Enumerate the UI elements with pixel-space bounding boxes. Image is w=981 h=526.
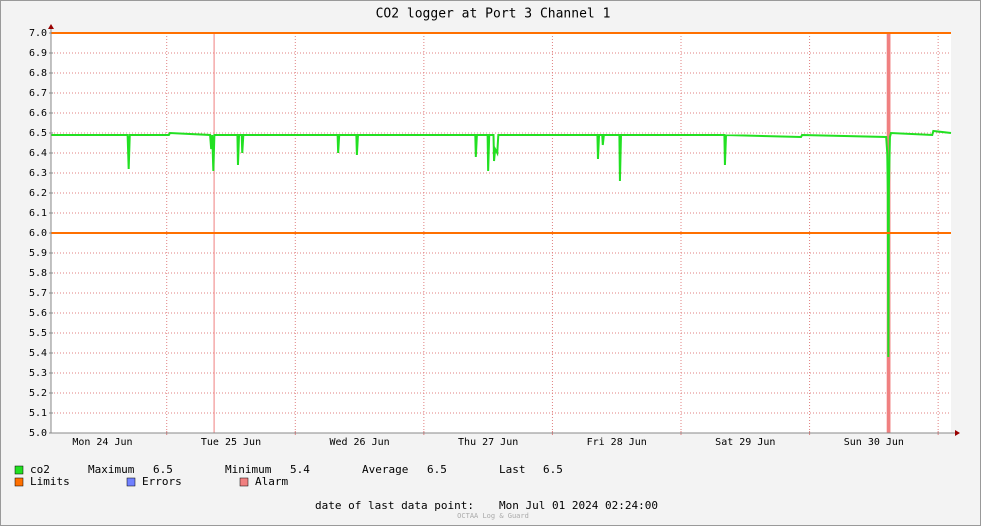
y-tick-label: 6.3 (29, 168, 47, 179)
legend-stat-value: 6.5 (427, 463, 447, 476)
x-axis-arrow (955, 430, 960, 436)
x-tick-label: Wed 26 Jun (329, 437, 389, 448)
y-tick-label: 6.6 (29, 108, 47, 119)
y-tick-label: 5.8 (29, 268, 47, 279)
x-tick-label: Tue 25 Jun (201, 437, 261, 448)
legend-swatch (14, 465, 24, 475)
y-tick-label: 5.9 (29, 248, 47, 259)
x-tick-label: Sun 30 Jun (844, 437, 904, 448)
y-tick-label: 5.4 (29, 348, 47, 359)
legend-stat-label: Minimum (225, 463, 272, 476)
legend-label: Errors (142, 475, 182, 488)
y-tick-label: 5.3 (29, 368, 47, 379)
legend-swatch (239, 477, 249, 487)
chart-title: CO2 logger at Port 3 Channel 1 (376, 7, 611, 22)
legend-stat-label: Average (362, 463, 408, 476)
y-tick-label: 6.1 (29, 208, 47, 219)
legend-stat-label: Last (499, 463, 526, 476)
y-tick-label: 6.7 (29, 88, 47, 99)
y-tick-label: 6.4 (29, 148, 47, 159)
x-tick-label: Fri 28 Jun (587, 437, 647, 448)
legend-stat-value: 6.5 (153, 463, 173, 476)
y-tick-label: 5.0 (29, 428, 47, 439)
legend-stat-label: Maximum (88, 463, 135, 476)
y-tick-label: 5.7 (29, 288, 47, 299)
x-tick-label: Thu 27 Jun (458, 437, 518, 448)
y-tick-label: 5.1 (29, 408, 47, 419)
legend-label: co2 (30, 463, 50, 476)
y-axis-arrow (48, 24, 54, 29)
footer-value: Mon Jul 01 2024 02:24:00 (499, 499, 658, 512)
legend-swatch (14, 477, 24, 487)
data-line (51, 129, 952, 358)
legend-stat-value: 6.5 (543, 463, 563, 476)
footer-label: date of last data point: (315, 499, 474, 512)
watermark: OCTAA Log & Guard (457, 512, 529, 520)
y-tick-label: 5.6 (29, 308, 47, 319)
y-tick-label: 6.5 (29, 128, 47, 139)
y-tick-label: 5.5 (29, 328, 47, 339)
x-tick-label: Sat 29 Jun (715, 437, 775, 448)
y-tick-label: 6.8 (29, 68, 47, 79)
y-tick-label: 5.2 (29, 388, 47, 399)
legend-swatch (126, 477, 136, 487)
y-tick-label: 7.0 (29, 28, 47, 39)
legend-stat-value: 5.4 (290, 463, 310, 476)
y-tick-label: 6.9 (29, 48, 47, 59)
y-tick-label: 6.0 (29, 228, 47, 239)
x-tick-label: Mon 24 Jun (72, 437, 132, 448)
legend-label: Limits (30, 475, 70, 488)
y-tick-label: 6.2 (29, 188, 47, 199)
legend-label: Alarm (255, 475, 288, 488)
